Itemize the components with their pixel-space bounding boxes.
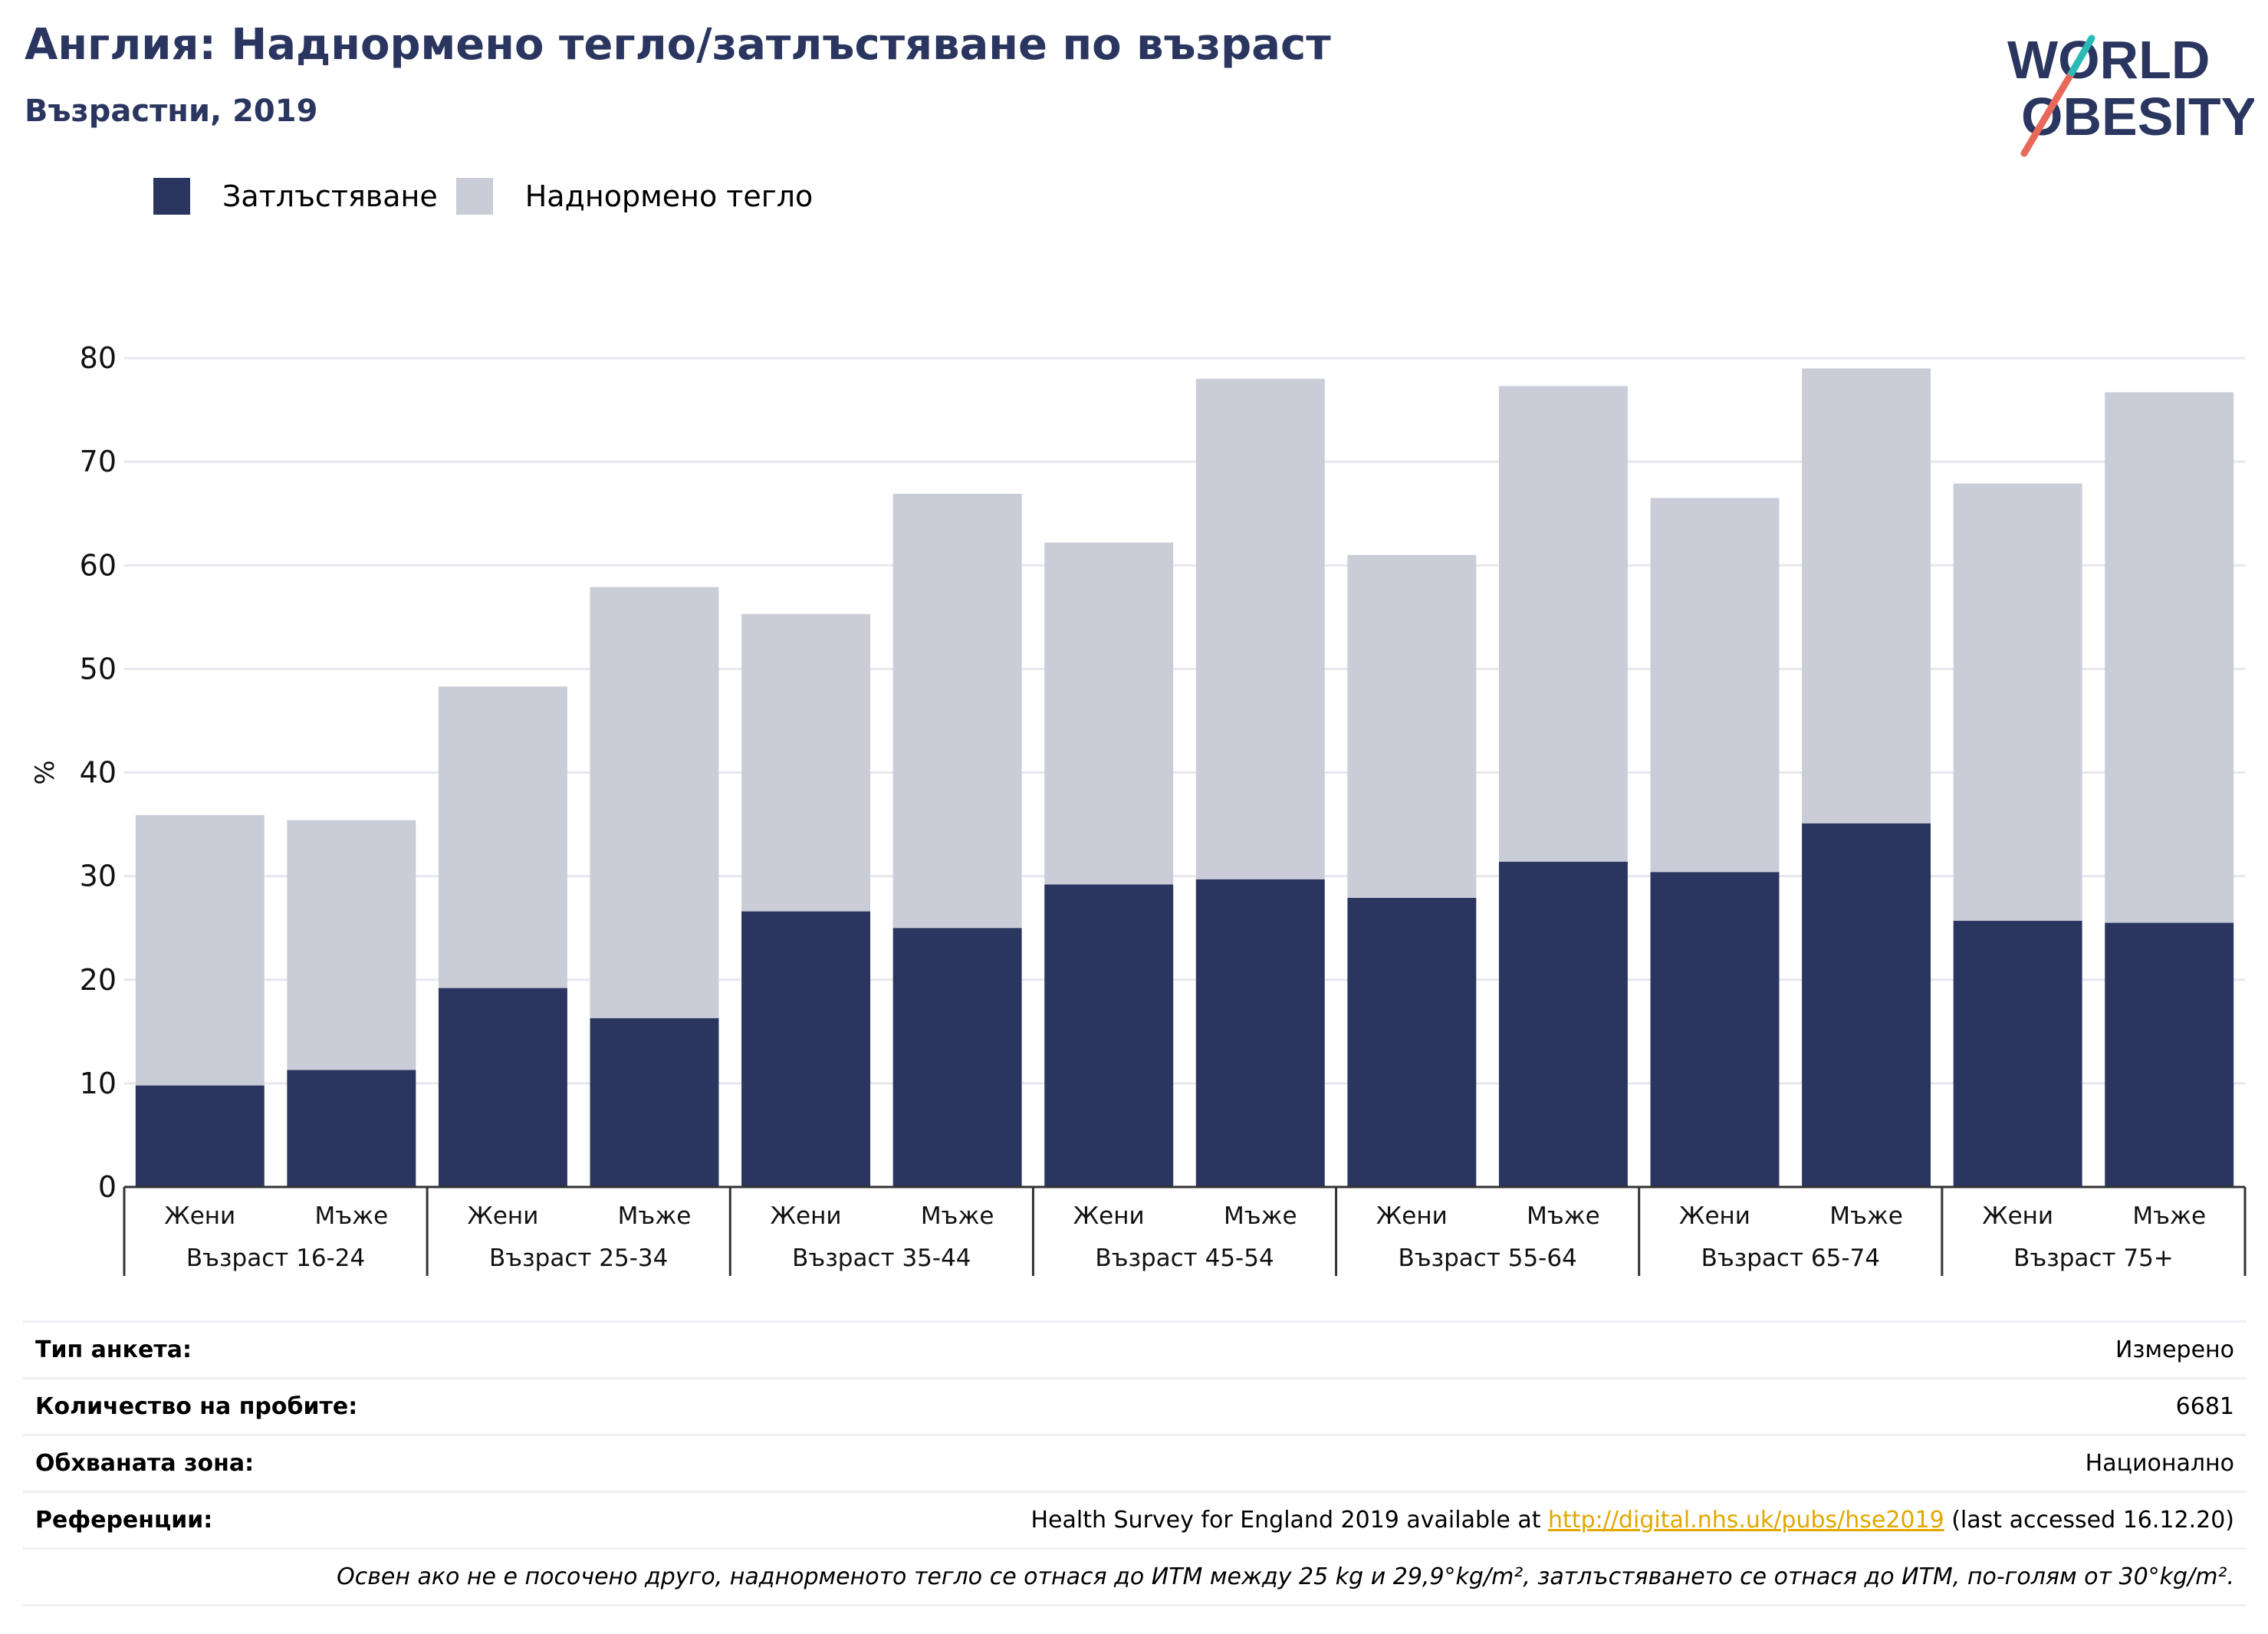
info-key: Референции: (35, 1507, 213, 1534)
y-tick-label: 70 (80, 445, 117, 478)
bar-overweight (1195, 379, 1325, 879)
legend-swatch-overweight (455, 178, 493, 215)
bar-obesity (1650, 872, 1780, 1187)
bar-overweight (1953, 483, 2082, 921)
bar-obesity (1802, 823, 1931, 1187)
page-title: Англия: Наднормено тегло/затлъстяване по… (25, 20, 1331, 70)
bar-overweight (1650, 498, 1780, 873)
info-key: Тип анкета: (35, 1336, 192, 1363)
bar-obesity (135, 1085, 265, 1187)
y-tick-label: 40 (80, 756, 117, 790)
bar-obesity (1347, 898, 1477, 1187)
stacked-bar-chart: 0 10 20 30 40 50 60 70 80% Жени Мъже Жени Мъже Жени Мъ… (30, 341, 2247, 1276)
x-group-label: Възраст 35-44 (792, 1244, 971, 1272)
x-subcategory-label: Жени (1376, 1202, 1448, 1230)
info-row-area: Обхваната зона: Национално (23, 1434, 2247, 1491)
x-subcategory-label: Мъже (921, 1202, 994, 1230)
logo-line1: WORLD (2007, 30, 2210, 90)
y-tick-label: 30 (80, 860, 117, 893)
x-subcategory-label: Жени (164, 1202, 235, 1230)
info-key: Обхваната зона: (35, 1450, 255, 1477)
legend-swatch-obesity (153, 178, 190, 215)
bar-obesity (1498, 861, 1628, 1187)
x-group-label: Възраст 55-64 (1398, 1244, 1576, 1272)
y-tick-label: 60 (80, 548, 117, 582)
bar-obesity (1195, 879, 1325, 1187)
world-obesity-logo: WORLD OBESITY (2001, 23, 2256, 161)
bar-obesity (1953, 920, 2082, 1187)
x-group-label: Възраст 25-34 (489, 1244, 668, 1272)
info-key: Количество на пробите: (35, 1393, 358, 1420)
x-subcategory-label: Жени (467, 1202, 538, 1230)
bar-overweight (1802, 368, 1931, 824)
x-subcategory-label: Мъже (618, 1202, 692, 1230)
x-subcategory-label: Мъже (1829, 1202, 1903, 1230)
x-subcategory-label: Мъже (2132, 1202, 2206, 1230)
bar-overweight (590, 587, 719, 1018)
references-value: Health Survey for England 2019 available… (1030, 1507, 2234, 1534)
info-row-note: Освен ако не е посочено друго, наднормен… (23, 1547, 2247, 1606)
bar-overweight (135, 814, 265, 1086)
survey-info-table: Тип анкета: Измерено Количество на проби… (23, 1320, 2247, 1606)
bar-overweight (1498, 386, 1628, 862)
legend-label-overweight: Наднормено тегло (524, 179, 814, 213)
bar-overweight (287, 820, 416, 1070)
chart-legend: Затлъстяване Наднормено тегло (153, 176, 831, 216)
x-subcategory-label: Мъже (1527, 1202, 1600, 1230)
x-subcategory-label: Жени (771, 1202, 842, 1230)
y-tick-label: 50 (80, 652, 117, 685)
x-group-label: Възраст 65-74 (1701, 1244, 1880, 1272)
bar-overweight (1044, 542, 1174, 885)
bar-obesity (741, 911, 871, 1187)
x-subcategory-label: Жени (1982, 1202, 2053, 1230)
info-value: Национално (2085, 1450, 2234, 1477)
y-axis-label: % (30, 760, 61, 784)
y-tick-label: 80 (80, 341, 117, 375)
info-value: Измерено (2115, 1336, 2234, 1363)
bar-obesity (438, 988, 567, 1187)
bar-overweight (892, 494, 1022, 929)
page-subtitle: Възрастни, 2019 (25, 94, 318, 129)
bar-overweight (741, 613, 871, 912)
x-subcategory-label: Жени (1679, 1202, 1750, 1230)
bar-obesity (590, 1018, 719, 1187)
x-group-label: Възраст 16-24 (186, 1244, 365, 1272)
bar-overweight (2105, 392, 2234, 923)
x-subcategory-label: Мъже (315, 1202, 389, 1230)
bar-obesity (287, 1070, 416, 1187)
bar-obesity (2105, 922, 2234, 1187)
references-link[interactable]: http://digital.nhs.uk/pubs/hse2019 (1548, 1507, 1944, 1534)
bar-obesity (892, 928, 1022, 1187)
info-row-sample-size: Количество на пробите: 6681 (23, 1377, 2247, 1434)
info-value: 6681 (2175, 1393, 2234, 1420)
x-group-label: Възраст 45-54 (1095, 1244, 1274, 1272)
references-suffix: (last accessed 16.12.20) (1944, 1507, 2234, 1534)
bar-obesity (1044, 884, 1174, 1187)
y-tick-label: 10 (80, 1067, 117, 1100)
x-subcategory-label: Жени (1073, 1202, 1145, 1230)
info-row-survey-type: Тип анкета: Измерено (23, 1320, 2247, 1377)
references-prefix: Health Survey for England 2019 available… (1030, 1507, 1549, 1534)
bar-overweight (1347, 554, 1477, 899)
legend-label-obesity: Затлъстяване (222, 179, 438, 213)
bmi-note: Освен ако не е посочено друго, наднормен… (337, 1563, 2234, 1590)
x-group-label: Възраст 75+ (2013, 1244, 2174, 1272)
bar-overweight (438, 686, 567, 988)
y-tick-label: 0 (98, 1170, 117, 1204)
info-row-references: Референции: Health Survey for England 20… (23, 1491, 2247, 1547)
x-subcategory-label: Мъже (1224, 1202, 1297, 1230)
y-tick-label: 20 (80, 963, 117, 997)
